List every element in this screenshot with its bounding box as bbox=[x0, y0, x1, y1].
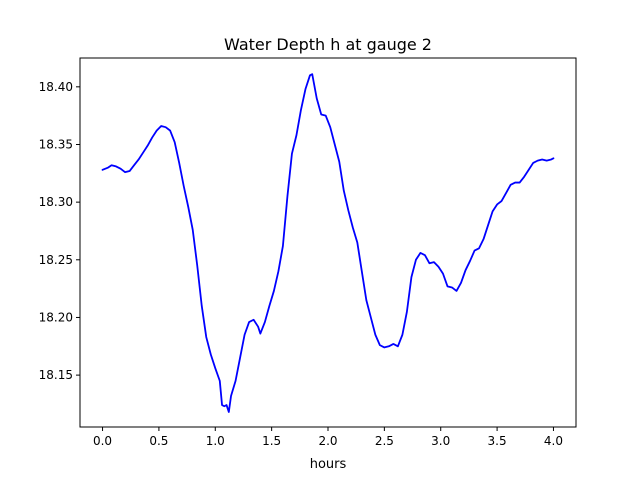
y-tick-label: 18.35 bbox=[39, 137, 73, 151]
x-axis: 0.0 0.5 1.0 1.5 2.0 2.5 3.0 3.5 4.0 bbox=[93, 427, 563, 448]
x-tick-label: 1.5 bbox=[262, 434, 281, 448]
x-tick-label: 2.5 bbox=[375, 434, 394, 448]
x-tick-label: 4.0 bbox=[544, 434, 563, 448]
y-tick-label: 18.20 bbox=[39, 310, 73, 324]
x-tick-label: 1.0 bbox=[206, 434, 225, 448]
y-tick-label: 18.15 bbox=[39, 368, 73, 382]
y-tick-label: 18.30 bbox=[39, 195, 73, 209]
x-tick-label: 3.0 bbox=[431, 434, 450, 448]
y-tick-label: 18.40 bbox=[39, 80, 73, 94]
series-line bbox=[101, 73, 555, 413]
y-axis: 18.15 18.20 18.25 18.30 18.35 18.40 bbox=[39, 80, 80, 382]
y-tick-label: 18.25 bbox=[39, 253, 73, 267]
x-tick-label: 0.0 bbox=[93, 434, 112, 448]
x-axis-label: hours bbox=[310, 457, 347, 472]
plot-area bbox=[101, 73, 555, 413]
x-tick-label: 0.5 bbox=[149, 434, 168, 448]
x-tick-label: 3.5 bbox=[488, 434, 507, 448]
x-tick-label: 2.0 bbox=[318, 434, 337, 448]
chart-title: Water Depth h at gauge 2 bbox=[224, 35, 432, 54]
